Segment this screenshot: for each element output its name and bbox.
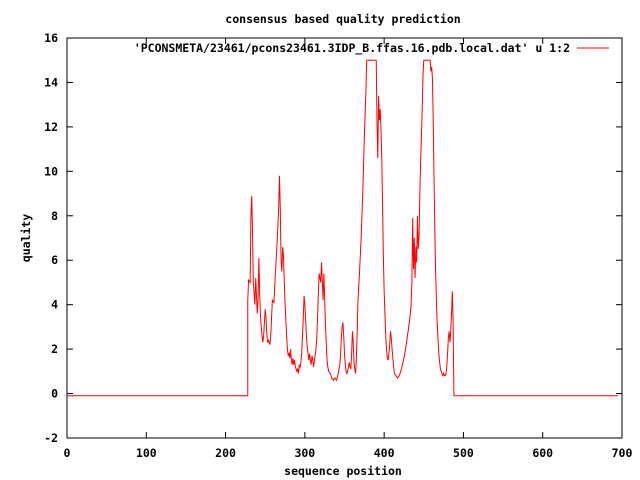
series-line — [67, 59, 619, 397]
series-layer — [67, 59, 619, 397]
y-tick-label: 8 — [51, 209, 58, 223]
x-tick-label: 400 — [374, 446, 395, 460]
x-axis-label: sequence position — [284, 464, 402, 478]
x-tick-label: 600 — [532, 446, 553, 460]
x-tick-label: 200 — [215, 446, 236, 460]
y-tick-label: 10 — [44, 164, 58, 178]
y-tick-label: 2 — [51, 342, 58, 356]
axis-ticks: -2 0 2 4 6 8 10 12 14 16 0 100 200 300 400 500 600 700 — [44, 31, 632, 460]
x-tick-label: 300 — [294, 446, 315, 460]
x-tick-label: 100 — [136, 446, 157, 460]
y-axis-label: quality — [19, 214, 33, 263]
legend: 'PCONSMETA/23461/pcons23461.3IDP_B.ffas.… — [134, 41, 609, 56]
legend-label: 'PCONSMETA/23461/pcons23461.3IDP_B.ffas.… — [134, 41, 570, 56]
y-tick-label: 4 — [51, 298, 58, 312]
plot-frame — [66, 37, 623, 439]
y-tick-label: 12 — [44, 120, 58, 134]
x-tick-label: 700 — [612, 446, 633, 460]
y-tick-label: 14 — [44, 75, 58, 89]
chart-title: consensus based quality prediction — [225, 12, 460, 26]
y-tick-label: -2 — [44, 431, 58, 445]
x-tick-label: 0 — [64, 446, 71, 460]
y-tick-label: 16 — [44, 31, 58, 45]
y-tick-label: 0 — [51, 387, 58, 401]
x-tick-label: 500 — [453, 446, 474, 460]
y-tick-label: 6 — [51, 253, 58, 267]
